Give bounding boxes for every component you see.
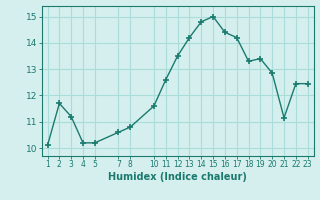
X-axis label: Humidex (Indice chaleur): Humidex (Indice chaleur) <box>108 172 247 182</box>
